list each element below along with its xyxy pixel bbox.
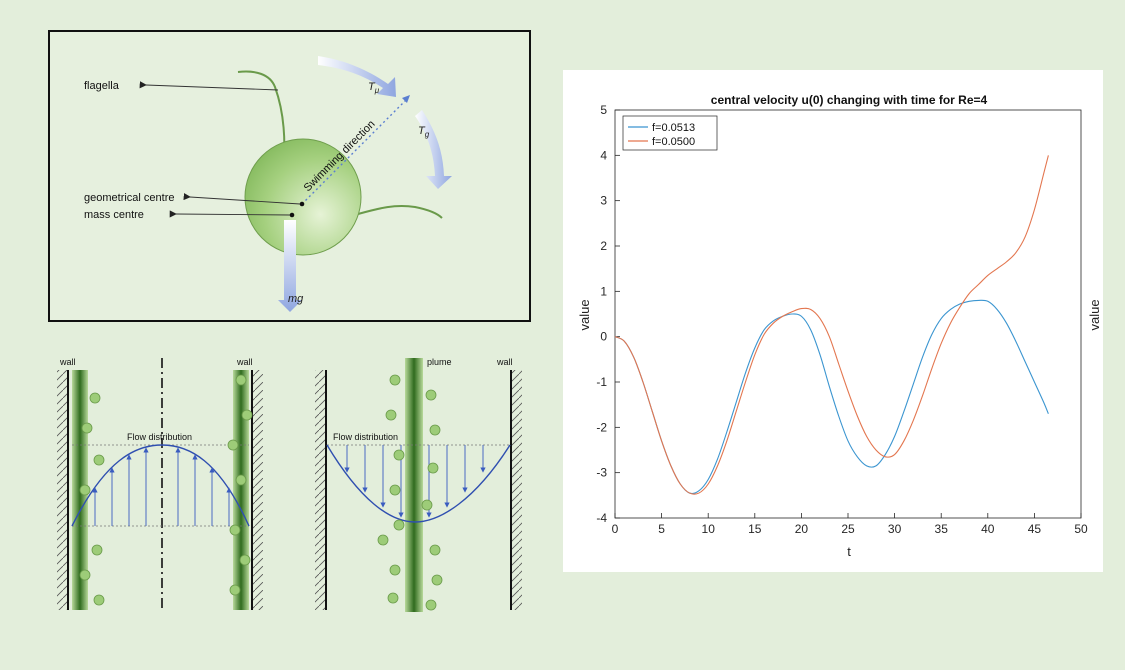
- left-flow-profile: [71, 444, 250, 527]
- x-tick-label: 0: [612, 522, 619, 536]
- x-tick-label: 50: [1074, 522, 1088, 536]
- right-scheme-left-hatch: [315, 370, 325, 610]
- y-axis-label-right: value: [1087, 299, 1102, 330]
- cell-diagram-panel: mg Swimming direction Tμ Tg flagella geo…: [48, 30, 531, 322]
- left-scheme-flow-label: Flow distribution: [127, 432, 192, 442]
- velocity-chart-panel: central velocity u(0) changing with time…: [563, 70, 1103, 572]
- torque-g-arrow: [415, 110, 452, 189]
- mass-centre-label: mass centre: [84, 209, 144, 221]
- y-axis-label: value: [577, 299, 592, 330]
- legend-label: f=0.0513: [652, 122, 695, 134]
- cell-diagram: mg Swimming direction Tμ Tg flagella geo…: [84, 56, 452, 312]
- y-tick-label: -1: [596, 375, 607, 389]
- left-wall-hatch: [57, 370, 67, 610]
- flagellum-right: [357, 204, 443, 219]
- y-tick-label: 2: [600, 239, 607, 253]
- left-flow-scheme: wall wall Flow distribution: [57, 357, 263, 612]
- x-tick-label: 15: [748, 522, 762, 536]
- right-flow-profile: [326, 444, 511, 523]
- x-tick-label: 20: [795, 522, 809, 536]
- geometrical-centre-label: geometrical centre: [84, 192, 175, 204]
- y-tick-label: -4: [596, 511, 607, 525]
- x-tick-label: 5: [658, 522, 665, 536]
- legend-box: [622, 115, 718, 151]
- flagella-pointer: [139, 81, 279, 91]
- y-tick-label: 4: [600, 148, 607, 162]
- y-tick-label: -3: [596, 466, 607, 480]
- chart-lines: [614, 155, 1049, 495]
- left-plume-b: [233, 370, 249, 610]
- flow-diagrams-panel: wall wall Flow distribution: [55, 350, 530, 620]
- left-flow-vectors: [92, 447, 232, 526]
- chart-title: central velocity u(0) changing with time…: [711, 93, 988, 107]
- right-flow-scheme: plume wall Flow distribution: [315, 357, 522, 612]
- central-plume: [405, 358, 423, 612]
- x-axis-label: t: [847, 544, 851, 559]
- right-scheme-flow-label: Flow distribution: [333, 432, 398, 442]
- x-tick-label: 40: [981, 522, 995, 536]
- geometrical-centre-pointer: [183, 193, 301, 205]
- swimming-direction-arrowhead: [402, 95, 410, 103]
- left-scheme-wall-right-label: wall: [236, 357, 253, 367]
- plot-area-frame: [614, 109, 1082, 519]
- mass-centre-dot: [289, 212, 295, 218]
- x-tick-label: 30: [888, 522, 902, 536]
- right-scheme-wall-label: wall: [496, 357, 513, 367]
- mg-label: mg: [288, 293, 304, 305]
- t-mu-label: Tμ: [368, 81, 380, 95]
- legend-label: f=0.0500: [652, 136, 695, 148]
- y-tick-label: 5: [600, 103, 607, 117]
- series-line-2: [614, 155, 1049, 495]
- x-tick-label: 35: [935, 522, 949, 536]
- chart-legend: f=0.0513 f=0.0500: [622, 115, 718, 151]
- right-scheme-right-hatch: [512, 370, 522, 610]
- y-tick-label: -2: [596, 420, 607, 434]
- series-line-1: [614, 299, 1049, 495]
- x-tick-label: 10: [702, 522, 716, 536]
- flow-diagrams: wall wall Flow distribution: [57, 357, 522, 612]
- gravity-arrow: [278, 220, 302, 312]
- plume-label: plume: [427, 357, 452, 367]
- y-tick-label: 3: [600, 194, 607, 208]
- flagella-label: flagella: [84, 80, 120, 92]
- right-cells: [377, 374, 443, 611]
- velocity-chart: central velocity u(0) changing with time…: [577, 93, 1102, 559]
- x-tick-label: 45: [1028, 522, 1042, 536]
- geometrical-centre-dot: [299, 201, 305, 207]
- y-tick-label: 1: [600, 284, 607, 298]
- cell-body: [244, 138, 362, 256]
- right-wall-hatch: [253, 370, 263, 610]
- y-tick-label: 0: [600, 330, 607, 344]
- mass-centre-pointer: [169, 210, 291, 218]
- left-cells: [79, 374, 253, 606]
- left-scheme-wall-left-label: wall: [59, 357, 76, 367]
- x-tick-label: 25: [841, 522, 855, 536]
- t-g-label: Tg: [418, 125, 430, 139]
- torque-mu-arrow: [318, 56, 396, 97]
